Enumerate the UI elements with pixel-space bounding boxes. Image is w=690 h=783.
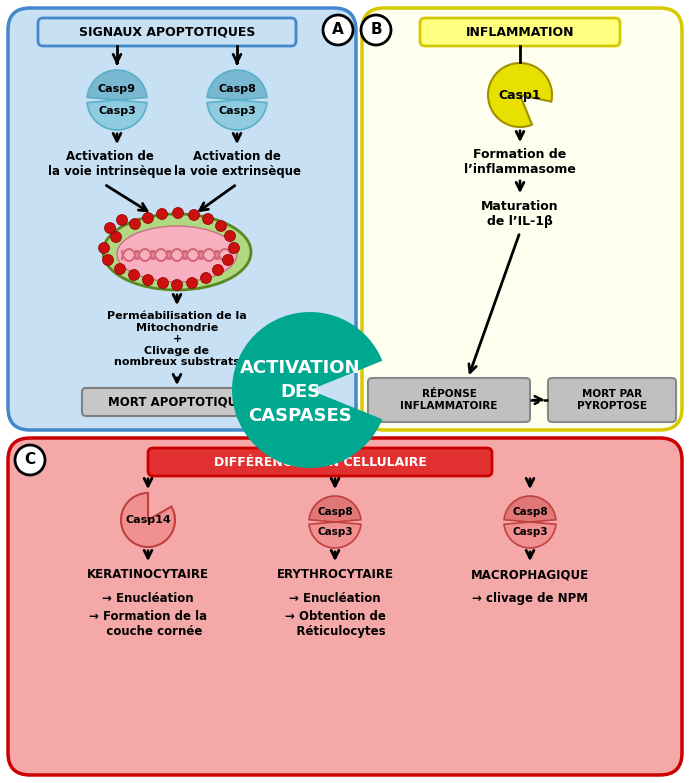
Ellipse shape xyxy=(103,214,251,290)
Wedge shape xyxy=(87,100,147,130)
FancyBboxPatch shape xyxy=(148,448,492,476)
Text: Casp8: Casp8 xyxy=(317,507,353,517)
Circle shape xyxy=(224,230,235,241)
Text: Casp8: Casp8 xyxy=(512,507,548,517)
Text: MACROPHAGIQUE: MACROPHAGIQUE xyxy=(471,568,589,581)
Text: CASPASES: CASPASES xyxy=(248,407,352,425)
Circle shape xyxy=(99,243,110,254)
Wedge shape xyxy=(309,522,361,548)
FancyBboxPatch shape xyxy=(362,8,682,430)
Text: Casp3: Casp3 xyxy=(512,527,548,537)
FancyBboxPatch shape xyxy=(38,18,296,46)
Text: B: B xyxy=(371,23,382,38)
Text: A: A xyxy=(332,23,344,38)
Text: Casp3: Casp3 xyxy=(98,106,136,117)
Text: Casp1: Casp1 xyxy=(499,88,542,102)
Text: Activation de
la voie extrinsèque: Activation de la voie extrinsèque xyxy=(173,150,301,178)
Text: → Enucléation: → Enucléation xyxy=(289,592,381,605)
Circle shape xyxy=(228,243,239,254)
Wedge shape xyxy=(207,100,267,130)
Wedge shape xyxy=(488,63,552,127)
Ellipse shape xyxy=(117,226,237,282)
Circle shape xyxy=(157,277,168,288)
Circle shape xyxy=(188,210,199,221)
Text: C: C xyxy=(24,453,36,467)
Text: Casp9: Casp9 xyxy=(98,84,136,94)
Circle shape xyxy=(213,265,224,276)
Text: → clivage de NPM: → clivage de NPM xyxy=(472,592,588,605)
Circle shape xyxy=(15,445,45,475)
Text: Perméabilisation de la
Mitochondrie
+
Clivage de
nombreux substrats: Perméabilisation de la Mitochondrie + Cl… xyxy=(107,311,247,367)
Text: Maturation
de l’IL-1β: Maturation de l’IL-1β xyxy=(481,200,559,228)
Text: MORT APOPTOTIQUE: MORT APOPTOTIQUE xyxy=(108,395,246,409)
Text: Activation de
la voie intrinsèque: Activation de la voie intrinsèque xyxy=(48,150,172,178)
Wedge shape xyxy=(504,522,556,548)
Text: Casp3: Casp3 xyxy=(218,106,256,117)
Circle shape xyxy=(201,272,212,283)
Text: DES: DES xyxy=(280,383,320,401)
Circle shape xyxy=(104,222,115,233)
Circle shape xyxy=(143,212,153,223)
Text: MORT PAR
PYROPTOSE: MORT PAR PYROPTOSE xyxy=(577,389,647,411)
Text: INFLAMMATION: INFLAMMATION xyxy=(466,26,574,38)
Circle shape xyxy=(103,254,113,265)
Wedge shape xyxy=(207,70,267,100)
Wedge shape xyxy=(121,493,175,547)
Text: → Enucléation: → Enucléation xyxy=(102,592,194,605)
Text: KERATINOCYTAIRE: KERATINOCYTAIRE xyxy=(87,568,209,581)
Circle shape xyxy=(202,214,213,225)
Circle shape xyxy=(117,215,128,226)
Text: DIFFÉRENCIATION CELLULAIRE: DIFFÉRENCIATION CELLULAIRE xyxy=(214,456,426,468)
Text: Formation de
l’inflammasome: Formation de l’inflammasome xyxy=(464,148,576,176)
FancyBboxPatch shape xyxy=(548,378,676,422)
Wedge shape xyxy=(309,496,361,522)
Circle shape xyxy=(215,221,226,232)
Circle shape xyxy=(143,275,153,286)
Wedge shape xyxy=(232,312,382,468)
Circle shape xyxy=(361,15,391,45)
Circle shape xyxy=(222,254,233,265)
Text: Casp3: Casp3 xyxy=(317,527,353,537)
Circle shape xyxy=(323,15,353,45)
Text: Casp8: Casp8 xyxy=(218,84,256,94)
Circle shape xyxy=(172,207,184,218)
Text: ACTIVATION: ACTIVATION xyxy=(239,359,360,377)
FancyBboxPatch shape xyxy=(368,378,530,422)
Wedge shape xyxy=(87,70,147,100)
FancyBboxPatch shape xyxy=(8,8,356,430)
FancyBboxPatch shape xyxy=(82,388,272,416)
Circle shape xyxy=(110,232,121,243)
Circle shape xyxy=(186,277,197,288)
Text: SIGNAUX APOPTOTIQUES: SIGNAUX APOPTOTIQUES xyxy=(79,26,255,38)
Circle shape xyxy=(157,208,168,219)
Circle shape xyxy=(128,269,139,280)
Circle shape xyxy=(115,264,126,275)
Text: Casp14: Casp14 xyxy=(125,515,171,525)
Circle shape xyxy=(130,218,141,229)
Text: ERYTHROCYTAIRE: ERYTHROCYTAIRE xyxy=(277,568,393,581)
FancyBboxPatch shape xyxy=(420,18,620,46)
Circle shape xyxy=(172,280,182,290)
Text: → Formation de la
   couche cornée: → Formation de la couche cornée xyxy=(89,610,207,638)
Wedge shape xyxy=(504,496,556,522)
FancyBboxPatch shape xyxy=(8,438,682,775)
Text: RÉPONSE
INFLAMMATOIRE: RÉPONSE INFLAMMATOIRE xyxy=(400,389,497,411)
Text: → Obtention de
   Réticulocytes: → Obtention de Réticulocytes xyxy=(284,610,386,638)
